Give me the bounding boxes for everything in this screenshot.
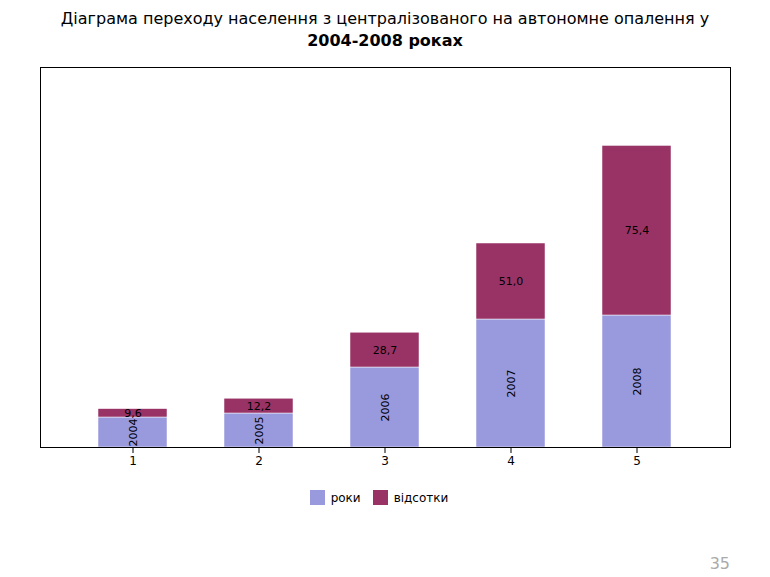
svg-text:2004: 2004	[127, 419, 140, 447]
html-text:35: 35	[709, 554, 730, 573]
html-text:відсотки: відсотки	[393, 490, 449, 505]
html-text:Діаграма переходу населення з: Діаграма переходу населення з централізо…	[60, 9, 710, 28]
svg-text:75,4: 75,4	[625, 224, 650, 237]
svg-text:2005: 2005	[253, 417, 266, 445]
svg-text:4: 4	[507, 454, 515, 468]
svg-text:1: 1	[129, 454, 137, 468]
svg-text:2006: 2006	[379, 394, 392, 422]
svg-text:28,7: 28,7	[373, 344, 398, 357]
svg-text:5: 5	[633, 454, 641, 468]
html-text:роки: роки	[330, 490, 361, 505]
svg-text:9,6: 9,6	[124, 407, 142, 420]
svg-text:2008: 2008	[631, 368, 644, 396]
svg-text:12,2: 12,2	[247, 400, 272, 413]
svg-text:3: 3	[381, 454, 389, 468]
svg-text:2007: 2007	[505, 370, 518, 398]
svg-text:2: 2	[255, 454, 263, 468]
svg-text:51,0: 51,0	[499, 275, 524, 288]
html-text:2004-2008 роках: 2004-2008 роках	[307, 30, 463, 50]
